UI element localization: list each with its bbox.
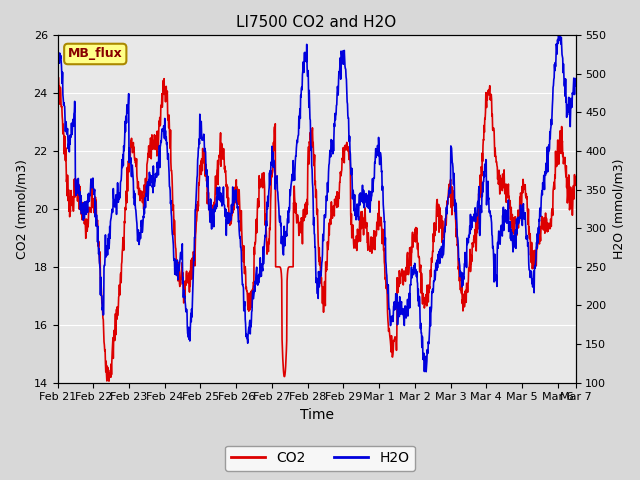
X-axis label: Time: Time [300,408,333,422]
Legend: CO2, H2O: CO2, H2O [225,445,415,471]
Title: LI7500 CO2 and H2O: LI7500 CO2 and H2O [236,15,397,30]
Y-axis label: H2O (mmol/m3): H2O (mmol/m3) [612,159,625,259]
Text: MB_flux: MB_flux [68,48,123,60]
Y-axis label: CO2 (mmol/m3): CO2 (mmol/m3) [15,159,28,259]
